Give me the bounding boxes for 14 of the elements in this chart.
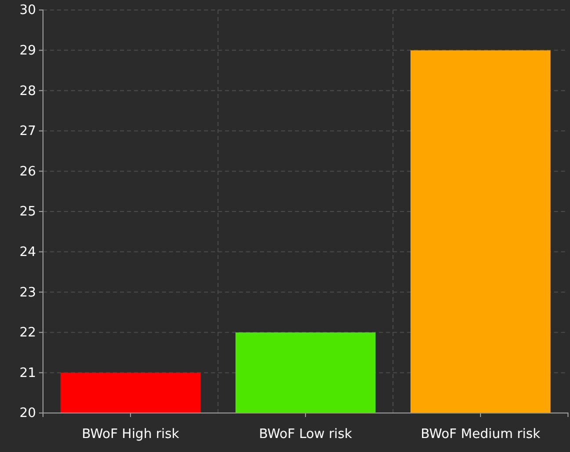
y-tick-label: 25 [19, 204, 36, 220]
y-tick-label: 23 [19, 285, 36, 300]
y-tick-label: 21 [19, 366, 36, 381]
y-tick-label: 30 [19, 3, 36, 18]
x-tick-label: BWoF Medium risk [420, 427, 541, 442]
y-tick-label: 22 [19, 326, 36, 341]
x-tick-label: BWoF High risk [82, 427, 180, 442]
y-tick-label: 29 [19, 43, 36, 58]
y-tick-label: 24 [19, 244, 36, 260]
y-tick-label: 28 [19, 84, 36, 99]
y-tick-label: 20 [19, 406, 36, 422]
y-tick-label: 27 [19, 124, 36, 140]
y-tick-label: 26 [19, 164, 36, 180]
x-tick-label: BWoF Low risk [258, 427, 353, 442]
